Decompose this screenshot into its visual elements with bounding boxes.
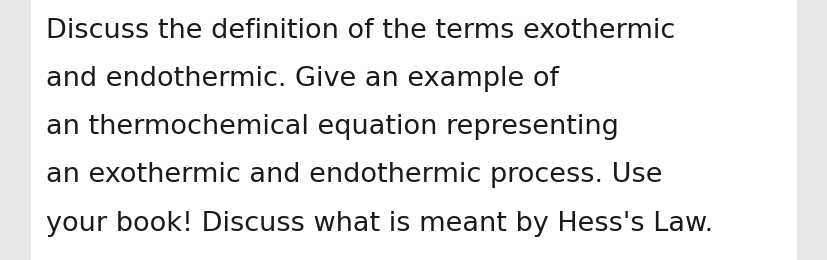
Text: and endothermic. Give an example of: and endothermic. Give an example of bbox=[45, 66, 558, 92]
Text: your book! Discuss what is meant by Hess's Law.: your book! Discuss what is meant by Hess… bbox=[45, 211, 712, 237]
Text: an exothermic and endothermic process. Use: an exothermic and endothermic process. U… bbox=[45, 162, 662, 188]
Text: Discuss the definition of the terms exothermic: Discuss the definition of the terms exot… bbox=[45, 18, 674, 44]
Text: an thermochemical equation representing: an thermochemical equation representing bbox=[45, 114, 618, 140]
